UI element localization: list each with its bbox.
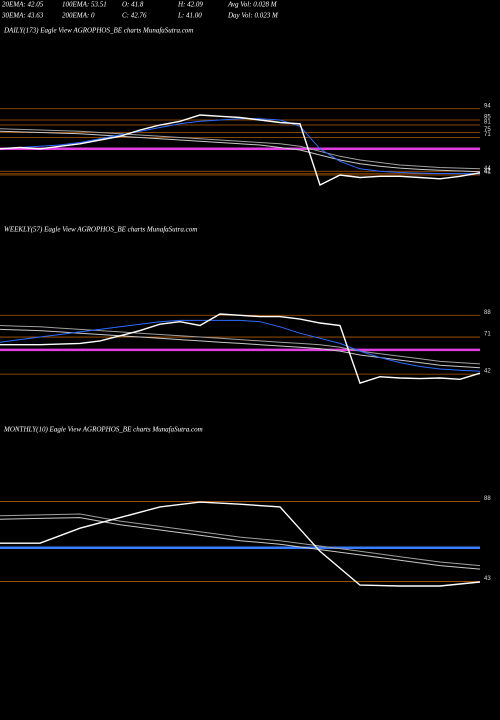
stat: Day Vol: 0.023 M: [227, 12, 279, 20]
y-tick-label: 81: [484, 120, 491, 126]
y-tick-label: 75: [484, 127, 491, 133]
panel-title: MONTHLY(10) Eagle View AGROPHOS_BE chart…: [3, 426, 203, 434]
series-line: [0, 513, 481, 567]
panel-title: DAILY(173) Eagle View AGROPHOS_BE charts…: [3, 27, 193, 35]
panel-title: WEEKLY(57) Eagle View AGROPHOS_BE charts…: [4, 226, 197, 234]
stat: O: 41.8: [122, 1, 144, 9]
y-tick-label: 88: [484, 496, 491, 502]
series-line: [0, 501, 481, 587]
series-line: [0, 114, 481, 186]
series-line: [0, 128, 481, 170]
stat: 100EMA: 53.51: [62, 1, 107, 9]
stat: C: 42.76: [122, 12, 147, 20]
series-line: [0, 517, 481, 570]
y-tick-label: 44: [484, 166, 491, 172]
series-line: [0, 118, 481, 175]
y-tick-label: 71: [484, 332, 491, 338]
y-tick-label: 94: [484, 103, 491, 109]
series-line: [0, 328, 481, 369]
stat: 200EMA: 0: [62, 12, 95, 20]
y-tick-label: 42: [484, 369, 491, 375]
y-tick-label: 42: [484, 168, 491, 174]
y-tick-label: 41: [484, 170, 491, 176]
series-line: [0, 313, 481, 384]
stat: 20EMA: 42.05: [2, 1, 44, 9]
series-line: [0, 325, 481, 365]
series-line: [0, 130, 481, 173]
series-line: [0, 319, 481, 372]
stat: H: 42.09: [177, 1, 203, 9]
stat: L: 41.00: [177, 12, 202, 20]
y-tick-label: 85: [484, 115, 491, 121]
y-tick-label: 88: [484, 310, 491, 316]
y-tick-label: 71: [484, 132, 491, 138]
stat: Avg Vol: 0.028 M: [227, 1, 278, 9]
y-tick-label: 43: [484, 576, 491, 582]
stat: 30EMA: 43.63: [1, 12, 44, 20]
